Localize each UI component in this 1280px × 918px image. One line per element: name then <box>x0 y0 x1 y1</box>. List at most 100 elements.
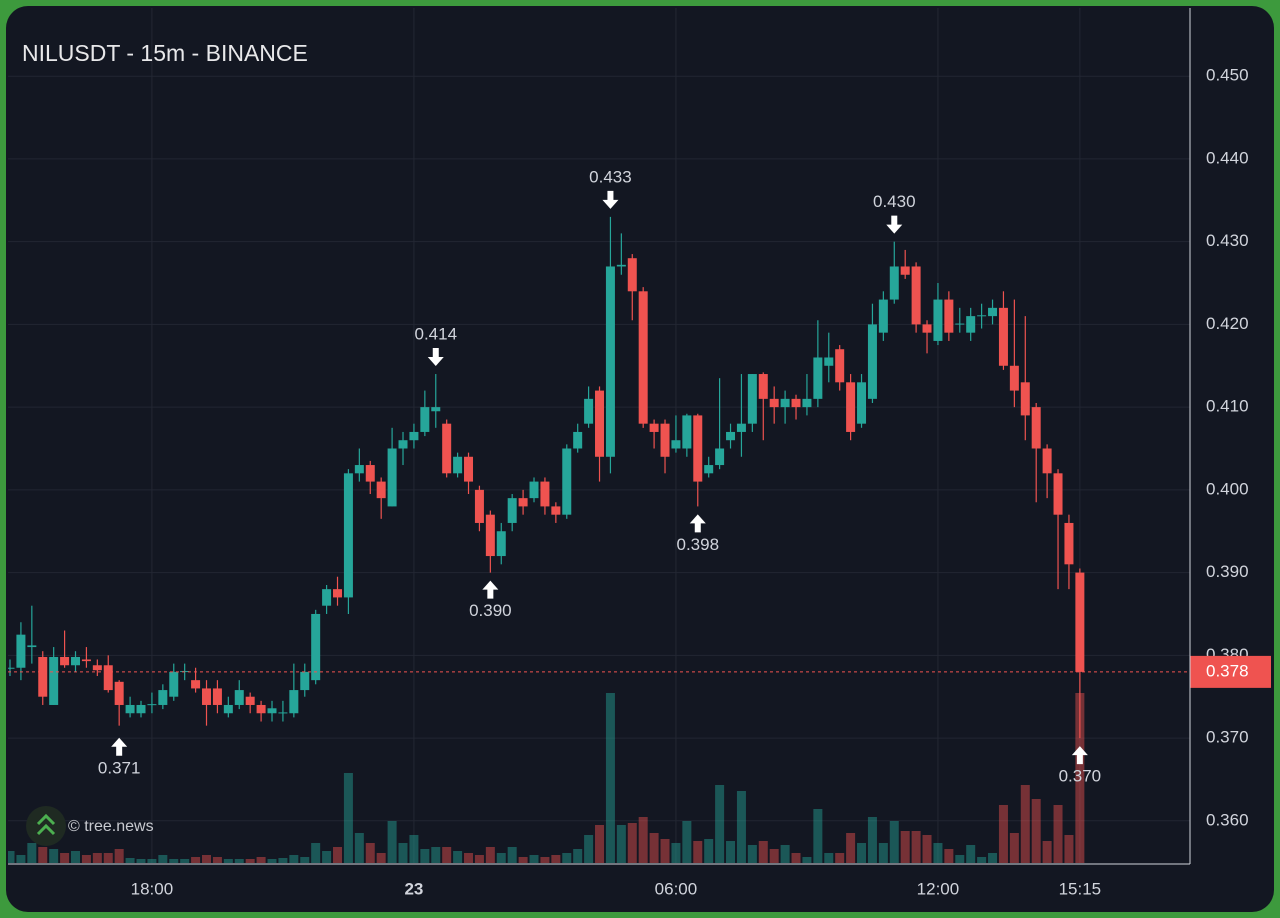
candle-body <box>81 659 91 662</box>
volume-bar <box>933 843 943 863</box>
volume-bar <box>431 847 441 863</box>
volume-bar <box>726 841 736 863</box>
watermark-icon <box>36 813 56 836</box>
volume-bar <box>311 843 321 863</box>
watermark: © tree.news <box>68 818 154 835</box>
candle-body <box>955 323 965 325</box>
candle-body <box>442 423 452 474</box>
volume-bar <box>202 855 212 863</box>
volume-bar <box>944 849 954 863</box>
candle-body <box>202 688 212 705</box>
volume-bar <box>529 855 539 863</box>
candle-body <box>857 382 867 424</box>
volume-bar <box>60 853 70 863</box>
volume-bar <box>1031 799 1041 863</box>
volume-bar <box>988 853 998 863</box>
y-tick-label: 0.420 <box>1206 314 1249 333</box>
volume-bar <box>551 855 561 863</box>
volume-bar <box>780 845 790 863</box>
candle-body <box>693 415 703 482</box>
volume-bar <box>518 857 528 863</box>
volume-bar <box>103 853 113 863</box>
candle-body <box>835 349 845 383</box>
volume-bar <box>27 843 37 863</box>
candle-body <box>125 704 135 714</box>
candle-body <box>71 656 81 666</box>
candle-body <box>769 398 779 408</box>
volume-bar <box>365 843 375 863</box>
volume-bar <box>333 847 343 863</box>
candle-body <box>103 665 113 691</box>
volume-bar <box>660 839 670 863</box>
annotation-arrow <box>427 348 444 367</box>
annotation-arrow <box>482 580 499 599</box>
annotation-label: 0.433 <box>589 167 632 186</box>
volume-bar <box>136 859 146 863</box>
candle-body <box>595 390 605 457</box>
volume-bar <box>322 851 332 863</box>
candle-body <box>365 465 375 482</box>
candle-body <box>616 264 626 267</box>
candle-body <box>376 481 386 499</box>
volume-bar <box>857 843 867 863</box>
y-tick-label: 0.390 <box>1206 562 1249 581</box>
y-tick-label: 0.440 <box>1206 148 1249 167</box>
annotation-label: 0.398 <box>676 535 719 554</box>
volume-bar <box>584 835 594 863</box>
candle-body <box>289 690 299 714</box>
annotation-arrow <box>111 737 128 756</box>
volume-bar <box>573 849 583 863</box>
candle-body <box>573 431 583 449</box>
volume-bar <box>1064 835 1074 863</box>
volume-bar <box>223 859 233 863</box>
volume-bar <box>180 859 190 863</box>
volume-bar <box>278 858 288 863</box>
volume-bar <box>376 853 386 863</box>
candle-body <box>802 398 812 408</box>
candle-body <box>584 398 594 424</box>
volume-bar <box>966 845 976 863</box>
volume-bar <box>81 855 91 863</box>
candle-body <box>1042 448 1052 474</box>
y-tick-label: 0.360 <box>1206 810 1249 829</box>
candle-body <box>813 357 823 399</box>
candle-body <box>638 291 648 424</box>
volume-bar <box>605 693 615 863</box>
volume-bar <box>212 857 222 863</box>
volume-bar <box>474 855 484 863</box>
volume-bar <box>671 843 681 863</box>
last-price-tag <box>1190 655 1271 688</box>
candle-body <box>267 708 277 714</box>
candle-body <box>998 307 1008 366</box>
candle-body <box>518 498 528 507</box>
candle-body <box>758 374 768 399</box>
y-tick-label: 0.410 <box>1206 397 1249 416</box>
annotation-label: 0.390 <box>469 601 512 620</box>
candle-body <box>278 712 288 714</box>
candle-body <box>540 481 550 507</box>
candle-body <box>354 465 364 474</box>
candle-body <box>16 634 26 668</box>
volume-bar <box>71 851 81 863</box>
volume-bar <box>398 843 408 863</box>
candle-body <box>474 489 484 523</box>
x-tick-label: 18:00 <box>131 879 174 898</box>
candle-body <box>453 456 463 474</box>
candle-body <box>223 704 233 714</box>
volume-bar <box>507 847 517 863</box>
volume-bar <box>267 859 277 863</box>
candle-body <box>60 656 70 666</box>
candle-body <box>431 407 441 412</box>
candle-body <box>496 531 506 557</box>
candle-body <box>420 407 430 432</box>
volume-bar <box>1009 833 1019 863</box>
candle-body <box>933 299 943 341</box>
volume-bar <box>977 857 987 863</box>
volume-bar <box>38 847 48 863</box>
candle-body <box>846 382 856 432</box>
volume-bar <box>616 825 626 863</box>
candle-body <box>8 667 15 669</box>
annotation-arrow <box>886 215 903 234</box>
candle-body <box>824 357 834 366</box>
candle-body <box>92 665 102 671</box>
